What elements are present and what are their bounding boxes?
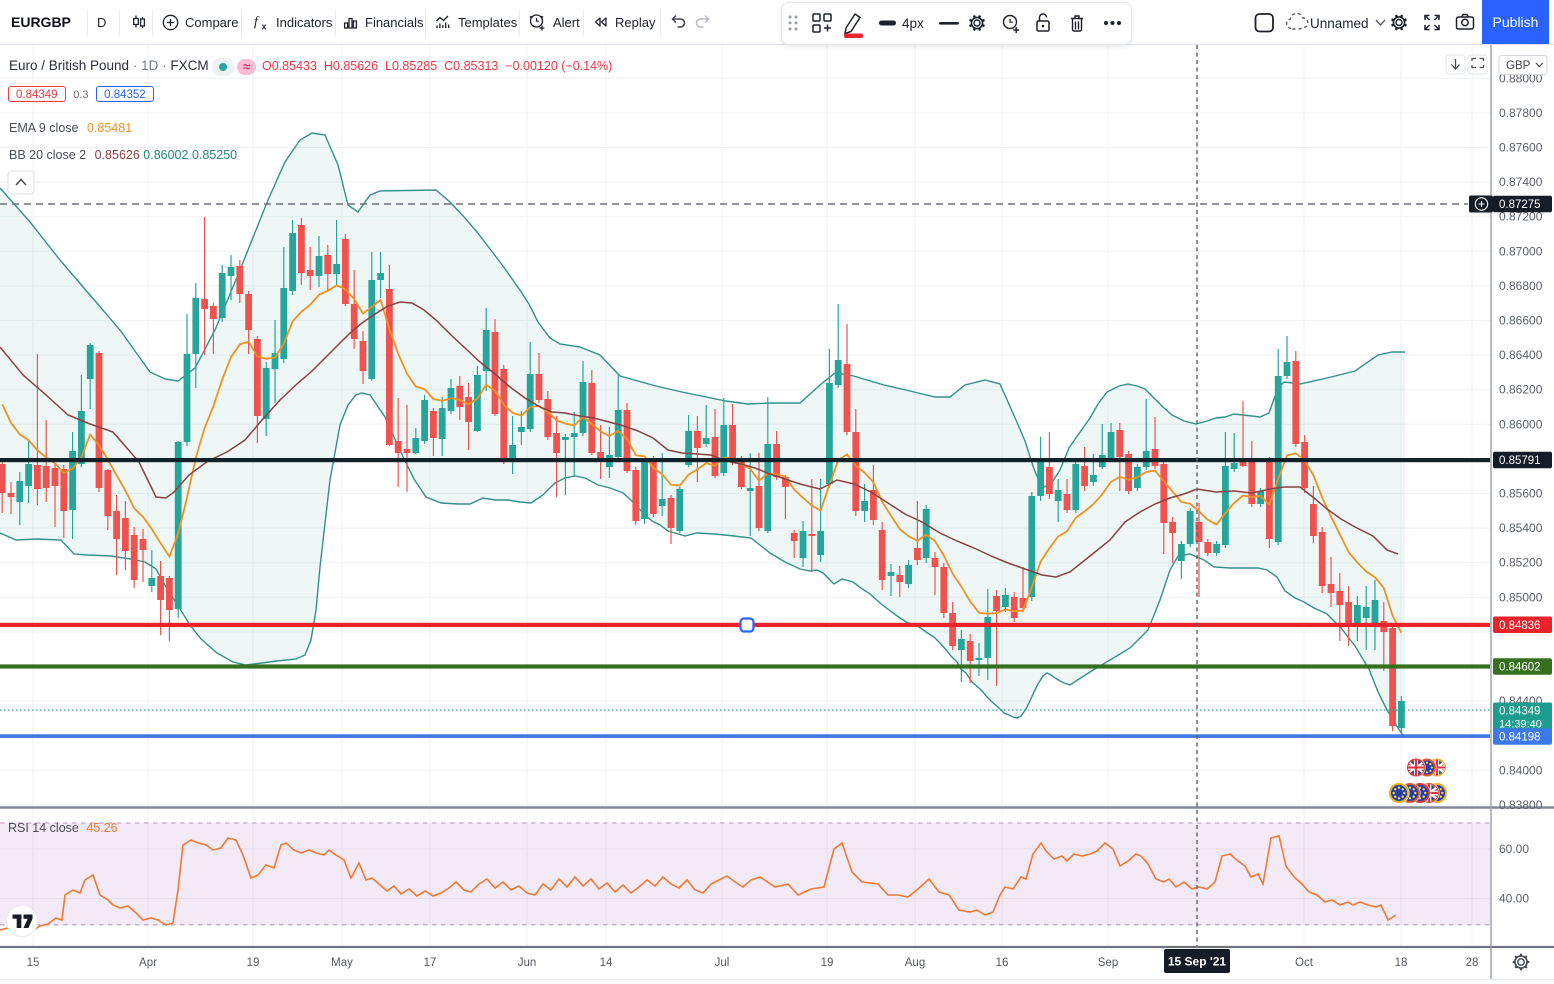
svg-text:Apr: Apr <box>139 957 157 969</box>
svg-text:Oct: Oct <box>1295 957 1314 969</box>
svg-text:Jul: Jul <box>715 957 730 969</box>
svg-text:0.86600: 0.86600 <box>1499 314 1543 328</box>
svg-text:18: 18 <box>1395 957 1408 969</box>
svg-text:19: 19 <box>821 957 834 969</box>
svg-text:15 Sep '21: 15 Sep '21 <box>1168 955 1227 969</box>
svg-text:May: May <box>331 957 353 969</box>
svg-text:Jun: Jun <box>518 957 537 969</box>
svg-text:0.87600: 0.87600 <box>1499 141 1543 155</box>
svg-text:0.85000: 0.85000 <box>1499 590 1543 604</box>
svg-text:0.87800: 0.87800 <box>1499 106 1543 120</box>
svg-text:Unnamed: Unnamed <box>1310 16 1369 31</box>
svg-text:28: 28 <box>1466 957 1479 969</box>
svg-text:60.00: 60.00 <box>1499 842 1529 856</box>
svg-text:0.86200: 0.86200 <box>1499 383 1543 397</box>
svg-text:0.84602: 0.84602 <box>1499 662 1541 674</box>
svg-text:f: f <box>254 15 260 30</box>
svg-text:14:39:40: 14:39:40 <box>1499 719 1542 731</box>
svg-text:0.87275: 0.87275 <box>1499 199 1541 211</box>
svg-text:15: 15 <box>27 957 40 969</box>
svg-text:GBP: GBP <box>1506 60 1531 72</box>
svg-text:4px: 4px <box>902 16 924 31</box>
svg-text:0.86000: 0.86000 <box>1499 417 1543 431</box>
svg-text:0.86800: 0.86800 <box>1499 279 1543 293</box>
svg-text:0.87400: 0.87400 <box>1499 175 1543 189</box>
svg-text:0.84349: 0.84349 <box>1499 706 1541 718</box>
svg-text:0.84198: 0.84198 <box>1499 732 1541 744</box>
svg-text:16: 16 <box>996 957 1009 969</box>
svg-text:0.83800: 0.83800 <box>1499 798 1543 812</box>
svg-text:0.85600: 0.85600 <box>1499 487 1543 501</box>
svg-text:0.85791: 0.85791 <box>1499 455 1541 467</box>
svg-text:0.84836: 0.84836 <box>1499 620 1541 632</box>
svg-text:x: x <box>262 22 267 32</box>
svg-text:0.87000: 0.87000 <box>1499 244 1543 258</box>
svg-text:0.87200: 0.87200 <box>1499 210 1543 224</box>
svg-text:19: 19 <box>247 957 260 969</box>
svg-text:17: 17 <box>424 957 437 969</box>
svg-text:14: 14 <box>600 957 613 969</box>
svg-text:0.85400: 0.85400 <box>1499 521 1543 535</box>
svg-text:0.84000: 0.84000 <box>1499 763 1543 777</box>
svg-text:Sep: Sep <box>1098 957 1118 969</box>
svg-text:0.86400: 0.86400 <box>1499 348 1543 362</box>
svg-text:40.00: 40.00 <box>1499 892 1529 906</box>
svg-text:Aug: Aug <box>905 957 925 969</box>
svg-text:0.85200: 0.85200 <box>1499 556 1543 570</box>
